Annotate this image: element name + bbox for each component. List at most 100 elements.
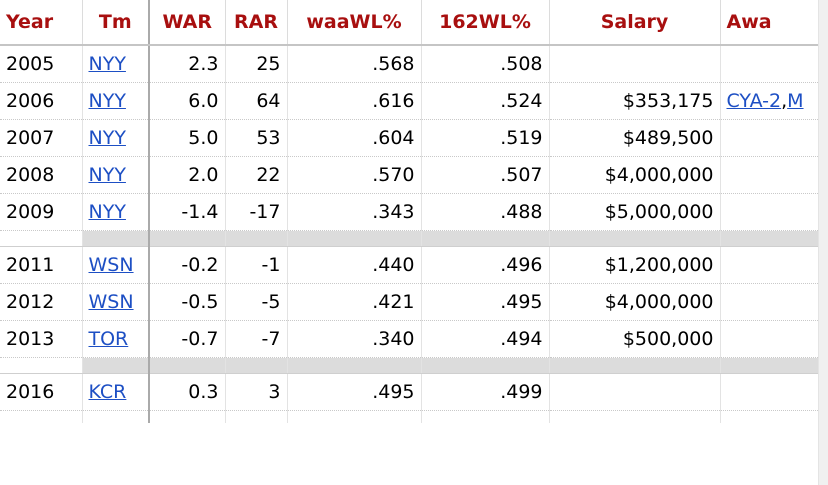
cell-162wl: .499 bbox=[421, 373, 550, 411]
cell-162wl: .494 bbox=[421, 320, 550, 358]
cell-162wl: .495 bbox=[421, 283, 550, 321]
cell-rar: 53 bbox=[225, 119, 288, 157]
cell-waawl: .570 bbox=[287, 156, 422, 194]
cell-team: NYY bbox=[82, 119, 150, 157]
cell-awards bbox=[720, 156, 828, 194]
cell-team: KCR bbox=[82, 373, 150, 411]
team-link[interactable]: NYY bbox=[88, 53, 126, 75]
cell-war: -0.7 bbox=[149, 320, 226, 358]
team-link[interactable]: NYY bbox=[88, 90, 126, 112]
cell-salary: $5,000,000 bbox=[549, 193, 721, 231]
cell-awards bbox=[720, 320, 828, 358]
team-link[interactable]: NYY bbox=[88, 164, 126, 186]
cell-war: -0.2 bbox=[149, 246, 226, 284]
cell-rar: -7 bbox=[225, 320, 288, 358]
cell-awards: CYA-2,M bbox=[720, 82, 828, 120]
table-row: 2005 NYY 2.3 25 .568 .508 bbox=[0, 45, 828, 83]
cell-162wl: .488 bbox=[421, 193, 550, 231]
cell-team: WSN bbox=[82, 283, 150, 321]
stats-table: Year Tm WAR RAR waaWL% 162WL% Salary Awa… bbox=[0, 0, 828, 423]
cell-salary bbox=[549, 373, 721, 411]
cell-salary: $4,000,000 bbox=[549, 283, 721, 321]
team-link[interactable]: TOR bbox=[88, 328, 129, 350]
cell-rar: 22 bbox=[225, 156, 288, 194]
col-header-awards[interactable]: Awa bbox=[720, 0, 828, 46]
table-row: 2013 TOR -0.7 -7 .340 .494 $500,000 bbox=[0, 320, 828, 358]
col-header-team[interactable]: Tm bbox=[82, 0, 150, 46]
cell-rar: -1 bbox=[225, 246, 288, 284]
cell-awards bbox=[720, 283, 828, 321]
cell-team: NYY bbox=[82, 193, 150, 231]
cell-162wl: .496 bbox=[421, 246, 550, 284]
table-row: 2009 NYY -1.4 -17 .343 .488 $5,000,000 bbox=[0, 193, 828, 231]
cell-waawl: .440 bbox=[287, 246, 422, 284]
cell-waawl: .343 bbox=[287, 193, 422, 231]
cell-year: 2005 bbox=[0, 45, 83, 83]
cell-year: 2012 bbox=[0, 283, 83, 321]
team-link[interactable]: WSN bbox=[88, 254, 134, 276]
cell-war: 6.0 bbox=[149, 82, 226, 120]
cell-awards bbox=[720, 193, 828, 231]
team-link[interactable]: NYY bbox=[88, 127, 126, 149]
cell-war: 2.0 bbox=[149, 156, 226, 194]
cell-team: NYY bbox=[82, 82, 150, 120]
cell-salary: $489,500 bbox=[549, 119, 721, 157]
award-link[interactable]: CYA-2 bbox=[726, 90, 782, 112]
award-link[interactable]: M bbox=[787, 90, 804, 112]
cell-rar: -17 bbox=[225, 193, 288, 231]
cell-waawl: .604 bbox=[287, 119, 422, 157]
cell-year: 2013 bbox=[0, 320, 83, 358]
cell-war: 5.0 bbox=[149, 119, 226, 157]
team-link[interactable]: KCR bbox=[88, 381, 127, 403]
table-row: 2007 NYY 5.0 53 .604 .519 $489,500 bbox=[0, 119, 828, 157]
cell-year: 2009 bbox=[0, 193, 83, 231]
cell-awards bbox=[720, 119, 828, 157]
spacer-row bbox=[0, 230, 828, 247]
cell-rar: -5 bbox=[225, 283, 288, 321]
vertical-scrollbar[interactable] bbox=[818, 0, 828, 485]
table-row: 2011 WSN -0.2 -1 .440 .496 $1,200,000 bbox=[0, 246, 828, 284]
table-row: 2006 NYY 6.0 64 .616 .524 $353,175 CYA-2… bbox=[0, 82, 828, 120]
cell-year: 2008 bbox=[0, 156, 83, 194]
col-header-waawl[interactable]: waaWL% bbox=[287, 0, 422, 46]
table-row: 2016 KCR 0.3 3 .495 .499 bbox=[0, 373, 828, 411]
cell-rar: 3 bbox=[225, 373, 288, 411]
col-header-rar[interactable]: RAR bbox=[225, 0, 288, 46]
cell-war: -1.4 bbox=[149, 193, 226, 231]
cell-rar: 64 bbox=[225, 82, 288, 120]
cell-awards bbox=[720, 246, 828, 284]
cell-waawl: .568 bbox=[287, 45, 422, 83]
cell-waawl: .340 bbox=[287, 320, 422, 358]
cell-war: 2.3 bbox=[149, 45, 226, 83]
table-row: 2012 WSN -0.5 -5 .421 .495 $4,000,000 bbox=[0, 283, 828, 321]
cell-salary: $500,000 bbox=[549, 320, 721, 358]
cell-waawl: .421 bbox=[287, 283, 422, 321]
cell-year: 2007 bbox=[0, 119, 83, 157]
cell-salary: $353,175 bbox=[549, 82, 721, 120]
cell-162wl: .519 bbox=[421, 119, 550, 157]
cell-awards bbox=[720, 373, 828, 411]
cell-team: TOR bbox=[82, 320, 150, 358]
table-tail bbox=[0, 410, 828, 423]
col-header-salary[interactable]: Salary bbox=[549, 0, 721, 46]
cell-salary: $4,000,000 bbox=[549, 156, 721, 194]
col-header-162wl[interactable]: 162WL% bbox=[421, 0, 550, 46]
cell-162wl: .507 bbox=[421, 156, 550, 194]
spacer-row bbox=[0, 357, 828, 374]
col-header-year[interactable]: Year bbox=[0, 0, 83, 46]
cell-waawl: .495 bbox=[287, 373, 422, 411]
cell-salary: $1,200,000 bbox=[549, 246, 721, 284]
cell-year: 2016 bbox=[0, 373, 83, 411]
team-link[interactable]: WSN bbox=[88, 291, 134, 313]
cell-waawl: .616 bbox=[287, 82, 422, 120]
cell-162wl: .524 bbox=[421, 82, 550, 120]
cell-team: NYY bbox=[82, 156, 150, 194]
cell-war: 0.3 bbox=[149, 373, 226, 411]
cell-team: NYY bbox=[82, 45, 150, 83]
cell-awards bbox=[720, 45, 828, 83]
team-link[interactable]: NYY bbox=[88, 201, 126, 223]
cell-war: -0.5 bbox=[149, 283, 226, 321]
cell-salary bbox=[549, 45, 721, 83]
cell-rar: 25 bbox=[225, 45, 288, 83]
col-header-war[interactable]: WAR bbox=[149, 0, 226, 46]
